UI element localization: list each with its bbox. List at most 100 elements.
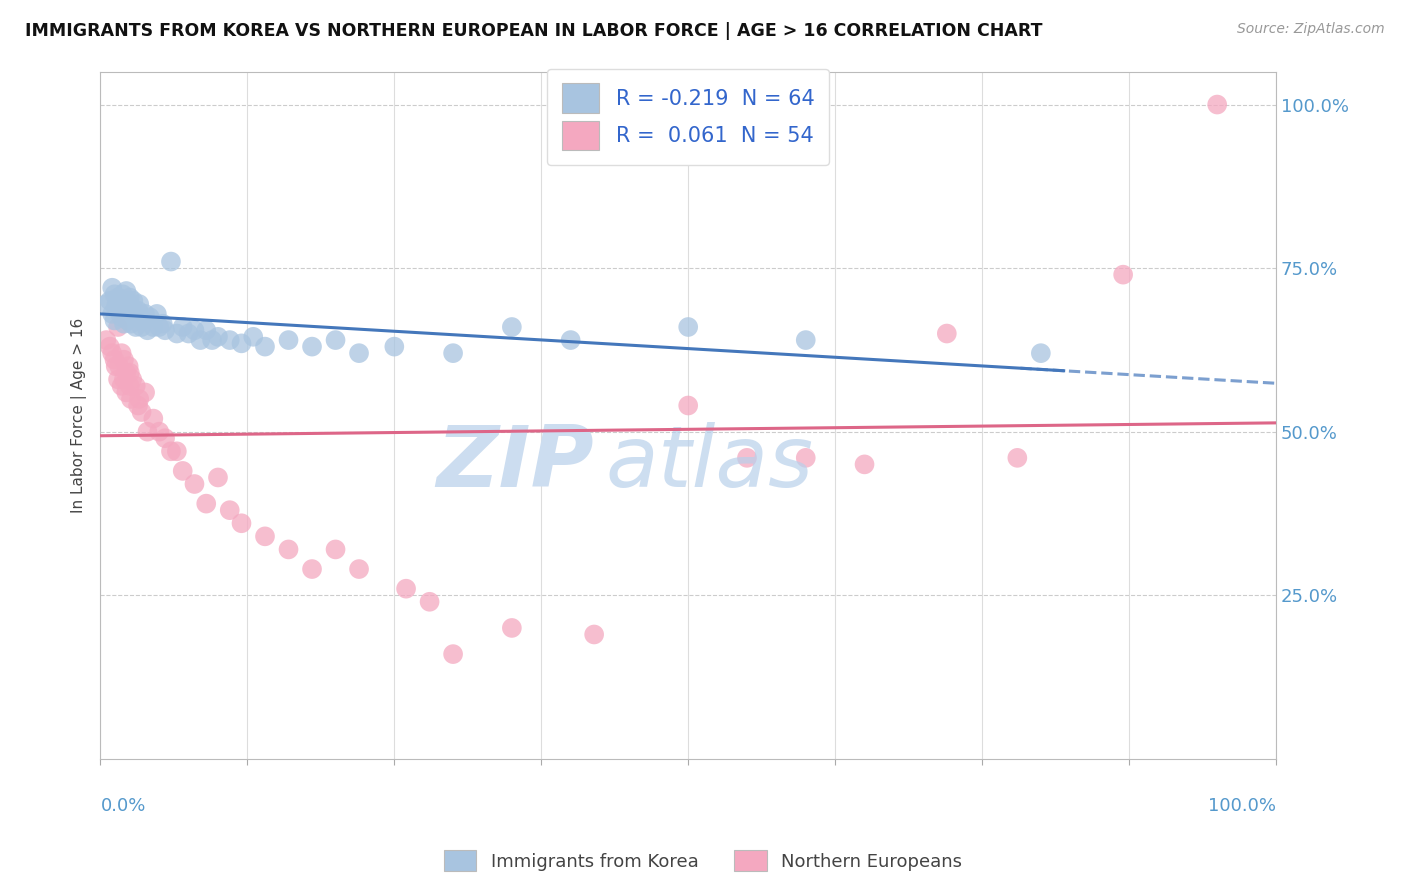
- Y-axis label: In Labor Force | Age > 16: In Labor Force | Age > 16: [72, 318, 87, 513]
- Point: [117, 359, 139, 374]
- Point: [501, 320, 523, 334]
- Point: [1112, 268, 1135, 282]
- Point: [105, 297, 128, 311]
- Point: [125, 379, 148, 393]
- Point: [112, 352, 135, 367]
- Text: 0.0%: 0.0%: [100, 797, 146, 814]
- Point: [115, 284, 138, 298]
- Point: [794, 450, 817, 465]
- Text: ZIP: ZIP: [436, 422, 595, 505]
- Text: atlas: atlas: [606, 422, 814, 505]
- Point: [153, 323, 176, 337]
- Point: [108, 293, 131, 308]
- Point: [172, 464, 194, 478]
- Point: [325, 542, 347, 557]
- Point: [114, 307, 136, 321]
- Point: [325, 333, 347, 347]
- Point: [101, 346, 124, 360]
- Point: [112, 317, 135, 331]
- Point: [103, 352, 125, 367]
- Point: [560, 333, 582, 347]
- Point: [172, 320, 194, 334]
- Point: [152, 317, 174, 331]
- Point: [112, 372, 135, 386]
- Text: Source: ZipAtlas.com: Source: ZipAtlas.com: [1237, 22, 1385, 37]
- Point: [117, 303, 139, 318]
- Point: [104, 359, 127, 374]
- Point: [207, 470, 229, 484]
- Point: [128, 297, 150, 311]
- Point: [160, 254, 183, 268]
- Point: [277, 542, 299, 557]
- Point: [277, 333, 299, 347]
- Point: [118, 379, 141, 393]
- Legend: R = -0.219  N = 64, R =  0.061  N = 54: R = -0.219 N = 64, R = 0.061 N = 54: [547, 69, 830, 165]
- Point: [188, 333, 211, 347]
- Point: [231, 336, 253, 351]
- Point: [136, 425, 159, 439]
- Point: [139, 310, 162, 325]
- Point: [107, 303, 129, 318]
- Point: [253, 529, 276, 543]
- Point: [115, 293, 138, 308]
- Point: [218, 333, 240, 347]
- Point: [183, 477, 205, 491]
- Point: [242, 330, 264, 344]
- Point: [136, 323, 159, 337]
- Point: [735, 450, 758, 465]
- Point: [115, 366, 138, 380]
- Point: [676, 399, 699, 413]
- Point: [103, 313, 125, 327]
- Point: [794, 333, 817, 347]
- Point: [142, 411, 165, 425]
- Point: [1029, 346, 1052, 360]
- Point: [441, 346, 464, 360]
- Point: [120, 317, 142, 331]
- Point: [301, 562, 323, 576]
- Point: [115, 385, 138, 400]
- Point: [104, 301, 127, 315]
- Point: [142, 320, 165, 334]
- Point: [146, 307, 169, 321]
- Point: [153, 431, 176, 445]
- Point: [101, 281, 124, 295]
- Point: [676, 320, 699, 334]
- Point: [107, 320, 129, 334]
- Point: [120, 392, 142, 406]
- Point: [121, 307, 143, 321]
- Point: [131, 405, 153, 419]
- Point: [148, 425, 170, 439]
- Point: [96, 297, 118, 311]
- Point: [253, 340, 276, 354]
- Point: [853, 458, 876, 472]
- Point: [160, 444, 183, 458]
- Point: [122, 293, 145, 308]
- Legend: Immigrants from Korea, Northern Europeans: Immigrants from Korea, Northern European…: [436, 843, 970, 879]
- Point: [419, 595, 441, 609]
- Point: [231, 516, 253, 531]
- Text: IMMIGRANTS FROM KOREA VS NORTHERN EUROPEAN IN LABOR FORCE | AGE > 16 CORRELATION: IMMIGRANTS FROM KOREA VS NORTHERN EUROPE…: [25, 22, 1043, 40]
- Point: [112, 301, 135, 315]
- Point: [118, 291, 141, 305]
- Point: [118, 297, 141, 311]
- Point: [148, 320, 170, 334]
- Point: [110, 297, 132, 311]
- Point: [96, 333, 118, 347]
- Point: [177, 326, 200, 341]
- Point: [134, 385, 156, 400]
- Point: [935, 326, 957, 341]
- Point: [382, 340, 405, 354]
- Point: [347, 562, 370, 576]
- Point: [218, 503, 240, 517]
- Point: [117, 313, 139, 327]
- Point: [125, 320, 148, 334]
- Point: [501, 621, 523, 635]
- Point: [101, 307, 124, 321]
- Point: [98, 293, 121, 308]
- Point: [134, 307, 156, 321]
- Point: [121, 372, 143, 386]
- Point: [107, 291, 129, 305]
- Point: [1206, 97, 1229, 112]
- Point: [108, 359, 131, 374]
- Point: [125, 310, 148, 325]
